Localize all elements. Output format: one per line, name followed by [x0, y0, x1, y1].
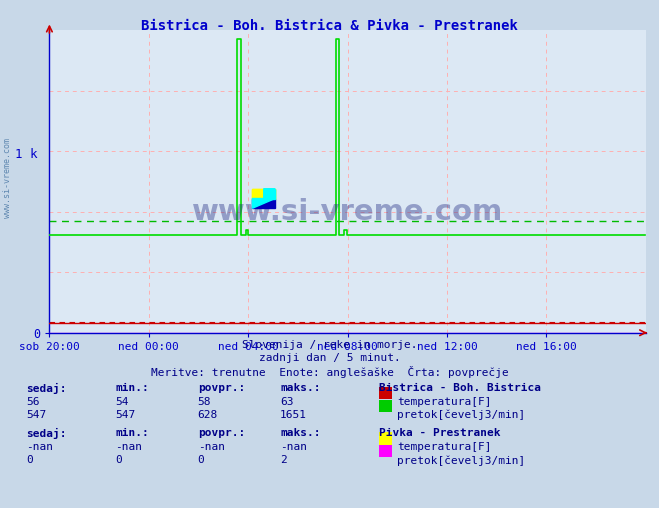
Text: 1 k: 1 k [14, 148, 37, 162]
Polygon shape [252, 188, 275, 199]
Text: sedaj:: sedaj: [26, 428, 67, 439]
Bar [252, 199, 275, 208]
Text: 54: 54 [115, 397, 129, 407]
Text: sedaj:: sedaj: [26, 383, 67, 394]
Text: temperatura[F]: temperatura[F] [397, 397, 492, 407]
Text: Slovenija / reke in morje.: Slovenija / reke in morje. [242, 340, 417, 351]
Text: povpr.:: povpr.: [198, 428, 245, 438]
Text: 56: 56 [26, 397, 40, 407]
Text: 58: 58 [198, 397, 211, 407]
Bar [252, 189, 275, 199]
Text: -nan: -nan [115, 442, 142, 453]
Text: 547: 547 [115, 410, 136, 420]
Text: maks.:: maks.: [280, 383, 320, 393]
Polygon shape [263, 188, 275, 199]
Text: -nan: -nan [280, 442, 307, 453]
Text: www.si-vreme.com: www.si-vreme.com [192, 198, 503, 226]
Text: pretok[čevelj3/min]: pretok[čevelj3/min] [397, 455, 526, 466]
Text: Pivka - Prestranek: Pivka - Prestranek [379, 428, 500, 438]
Text: Meritve: trenutne  Enote: anglešaške  Črta: povprečje: Meritve: trenutne Enote: anglešaške Črta… [151, 366, 508, 378]
Text: temperatura[F]: temperatura[F] [397, 442, 492, 453]
Text: 1651: 1651 [280, 410, 307, 420]
Text: Bistrica - Boh. Bistrica: Bistrica - Boh. Bistrica [379, 383, 541, 393]
Text: 0: 0 [26, 455, 33, 465]
Text: www.si-vreme.com: www.si-vreme.com [3, 138, 13, 218]
Bar [252, 189, 275, 199]
Text: min.:: min.: [115, 428, 149, 438]
Polygon shape [264, 188, 275, 199]
Text: zadnji dan / 5 minut.: zadnji dan / 5 minut. [258, 353, 401, 363]
Text: -nan: -nan [198, 442, 225, 453]
Text: 0: 0 [198, 455, 204, 465]
Text: pretok[čevelj3/min]: pretok[čevelj3/min] [397, 410, 526, 421]
Text: maks.:: maks.: [280, 428, 320, 438]
Text: 63: 63 [280, 397, 293, 407]
Text: -nan: -nan [26, 442, 53, 453]
Text: 0: 0 [115, 455, 122, 465]
Text: Bistrica - Boh. Bistrica & Pivka - Prestranek: Bistrica - Boh. Bistrica & Pivka - Prest… [141, 19, 518, 34]
Text: povpr.:: povpr.: [198, 383, 245, 393]
Text: 547: 547 [26, 410, 47, 420]
Text: min.:: min.: [115, 383, 149, 393]
Polygon shape [252, 199, 275, 208]
Text: 2: 2 [280, 455, 287, 465]
Text: 628: 628 [198, 410, 218, 420]
